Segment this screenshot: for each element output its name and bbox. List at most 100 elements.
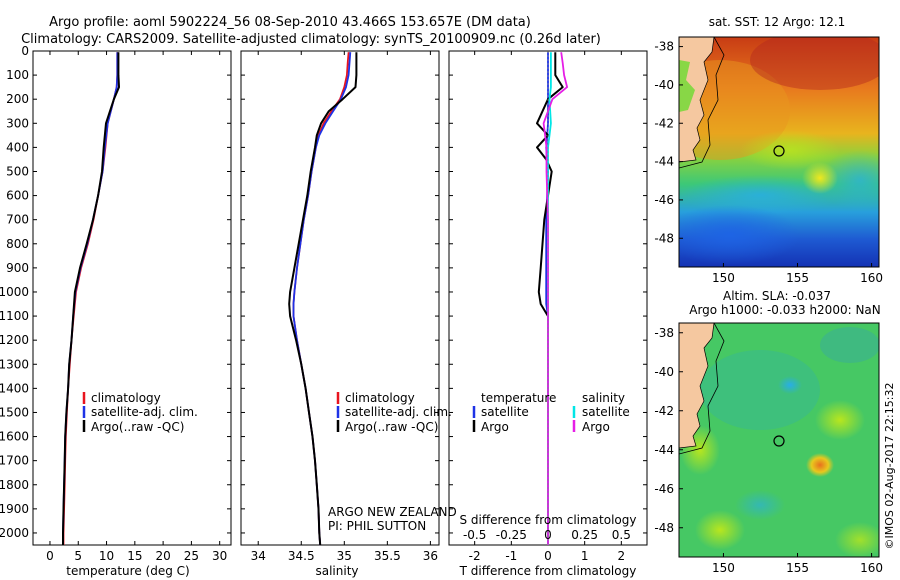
legend-head-salinity: salinity	[582, 391, 625, 405]
s-tick-label: -0.25	[496, 528, 527, 542]
map-y-tick-label: -42	[654, 404, 674, 418]
depth-tick-label: 900	[6, 261, 29, 275]
s-tick-label: 0.5	[612, 528, 631, 542]
depth-tick-label: 600	[6, 189, 29, 203]
depth-tick-label: 1400	[0, 381, 29, 395]
x-tick-label: 20	[155, 549, 170, 563]
depth-tick-label: 100	[6, 68, 29, 82]
salinity-plot: 34 34.5 35 35.5 36	[251, 51, 438, 563]
x-tick-label: 30	[212, 549, 227, 563]
legend-label-s-satellite: satellite	[582, 405, 630, 419]
x-tick-label: 0	[46, 549, 54, 563]
map-y-tick-label: -38	[654, 326, 674, 340]
sla-positive-eddy	[806, 453, 834, 477]
legend-label-argo: Argo(..raw -QC)	[91, 420, 184, 434]
depth-tick-label: 2000	[0, 526, 29, 540]
x-tick-label: 10	[99, 549, 114, 563]
sst-argo-position-marker	[773, 145, 785, 157]
x-tick-label: 34	[251, 549, 266, 563]
x-tick-label: 25	[184, 549, 199, 563]
x-tick-label: 1	[581, 549, 589, 563]
x-tick-label: 5	[74, 549, 82, 563]
map-y-tick-label: -38	[654, 40, 674, 54]
difference-top-xlabel: S difference from climatology	[460, 513, 637, 527]
salinity-legend: climatology satellite-adj. clim. Argo(..…	[336, 391, 452, 434]
x-tick-label: 2	[618, 549, 626, 563]
depth-tick-label: 0	[21, 44, 29, 58]
series-line-argo-raw-qc-	[288, 52, 358, 546]
depth-tick-label: 1000	[0, 285, 29, 299]
depth-tick-label: 1900	[0, 502, 29, 516]
map-y-tick-label: -48	[654, 231, 674, 245]
map-y-tick-label: -44	[654, 155, 674, 169]
temperature-plot: 0 5 10 15 20 25 30	[46, 51, 227, 563]
x-tick-label: -2	[469, 549, 481, 563]
sla-map-title-1: Altim. SLA: -0.037	[723, 289, 831, 303]
program-pi: PI: PHIL SUTTON	[328, 519, 426, 533]
s-tick-label: 0.25	[571, 528, 598, 542]
depth-tick-label: 1100	[0, 309, 29, 323]
depth-tick-label: 300	[6, 116, 29, 130]
legend-label-climatology: climatology	[91, 391, 161, 405]
depth-tick-label: 1600	[0, 430, 29, 444]
map-x-tick-label: 150	[712, 561, 735, 575]
map-x-tick-label: 155	[786, 271, 809, 285]
depth-tick-label: 800	[6, 237, 29, 251]
depth-axis: 0 100 200 300 400 500 600 700 800 900 1000 1100 1200…	[0, 44, 647, 540]
legend-label-satellite: satellite-adj. clim.	[91, 405, 198, 419]
legend-head-temperature: temperature	[481, 391, 556, 405]
x-tick-label: 0	[544, 549, 552, 563]
x-tick-label: 36	[423, 549, 438, 563]
map-y-tick-label: -42	[654, 116, 674, 130]
sst-map: 150 155 160 -38 -40 -42 -44 -46 -48	[654, 36, 883, 285]
x-tick-label: 15	[127, 549, 142, 563]
sla-map: 150 155 160 -38 -40 -42 -44 -46 -48	[654, 322, 883, 575]
depth-tick-label: 200	[6, 92, 29, 106]
depth-tick-label: 1700	[0, 454, 29, 468]
salinity-xlabel: salinity	[315, 564, 358, 578]
legend-label-t-satellite: satellite	[481, 405, 529, 419]
series-line-satellite-adj-clim-	[62, 52, 119, 545]
map-y-tick-label: -46	[654, 482, 674, 496]
depth-tick-label: 700	[6, 213, 29, 227]
sla-land-mass	[679, 323, 715, 449]
map-y-tick-label: -46	[654, 193, 674, 207]
sst-warm-eddy	[802, 162, 838, 194]
depth-tick-label: 500	[6, 164, 29, 178]
depth-tick-label: 1200	[0, 333, 29, 347]
sla-argo-position-marker	[773, 435, 785, 447]
depth-tick-label: 1300	[0, 357, 29, 371]
difference-legend: temperature salinity satellite Argo sate…	[472, 391, 630, 434]
s-tick-label: -0.5	[463, 528, 486, 542]
map-y-tick-label: -40	[654, 365, 674, 379]
map-y-tick-label: -40	[654, 78, 674, 92]
salinity-panel	[240, 50, 440, 546]
difference-plot: -2 -1 0 1 2-0.5 -0.25 0 0.25 0.5	[463, 51, 631, 563]
legend-label-climatology: climatology	[345, 391, 415, 405]
x-tick-label: 34.5	[288, 549, 315, 563]
depth-tick-label: 1800	[0, 478, 29, 492]
map-x-tick-label: 150	[712, 271, 735, 285]
title-line-1: Argo profile: aoml 5902224_56 08-Sep-201…	[49, 15, 531, 30]
temperature-legend: climatology satellite-adj. clim. Argo(..…	[82, 391, 198, 434]
sla-map-title-2: Argo h1000: -0.033 h2000: NaN	[689, 303, 881, 317]
sst-map-title: sat. SST: 12 Argo: 12.1	[709, 15, 846, 29]
temperature-xlabel: temperature (deg C)	[66, 564, 189, 578]
legend-label-argo: Argo(..raw -QC)	[345, 420, 438, 434]
map-x-tick-label: 160	[860, 271, 883, 285]
title-line-2: Climatology: CARS2009. Satellite-adjuste…	[21, 32, 601, 47]
legend-label-s-argo: Argo	[582, 420, 610, 434]
temperature-panel	[32, 50, 232, 546]
difference-xlabel: T difference from climatology	[459, 564, 637, 578]
series-line-climatology	[62, 52, 119, 545]
map-y-tick-label: -44	[654, 443, 674, 457]
series-line-argo-raw-qc-	[62, 52, 120, 545]
x-tick-label: 35.5	[374, 549, 401, 563]
legend-label-t-argo: Argo	[481, 420, 509, 434]
x-tick-label: 35	[337, 549, 352, 563]
x-tick-label: -1	[505, 549, 517, 563]
program-name: ARGO NEW ZEALAND	[328, 505, 457, 519]
depth-tick-label: 1500	[0, 405, 29, 419]
map-x-tick-label: 155	[786, 561, 809, 575]
